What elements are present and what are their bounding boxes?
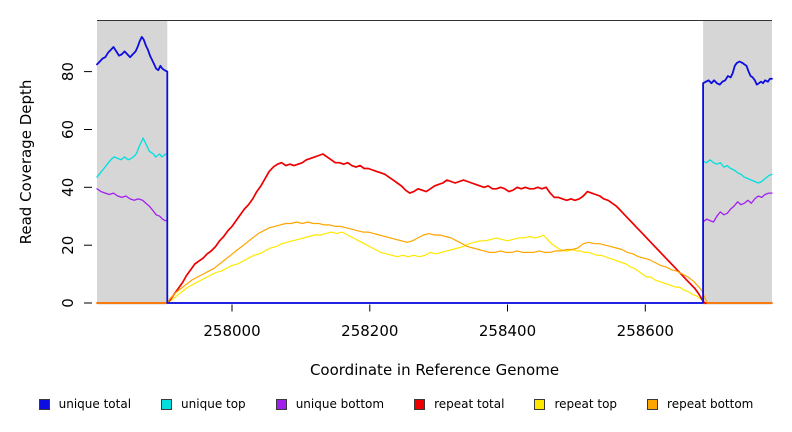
legend-label: repeat total [434,397,505,411]
y-tick-label: 0 [59,298,77,308]
series-repeat-top-line [96,231,773,304]
y-axis-title: Read Coverage Depth [17,79,35,245]
series-repeat-total-line [96,153,773,304]
y-tick-label: 20 [59,236,77,255]
x-tick-label: 258600 [617,322,674,340]
legend-label: unique total [58,397,132,411]
y-tick-label: 80 [59,62,77,81]
x-tick-label: 258400 [479,322,536,340]
coverage-plot: 258000 258200 258400 258600 0 20 40 60 80 [59,20,773,340]
legend-swatch-icon [534,398,546,410]
x-tick-label: 258200 [341,322,398,340]
legend-label: repeat bottom [667,397,754,411]
legend: unique total unique top unique bottom repea… [0,397,792,411]
legend-swatch-icon [275,398,287,410]
legend-swatch-icon [414,398,426,410]
legend-swatch-icon [38,398,50,410]
legend-label: unique top [181,397,246,411]
series-unique-top-line [96,137,773,304]
legend-label: unique bottom [295,397,385,411]
legend-swatch-icon [161,398,173,410]
masked-region [97,21,168,305]
legend-item-unique-total: unique total [38,397,132,411]
legend-item-unique-bottom: unique bottom [275,397,385,411]
series-unique-total-line [96,36,773,304]
legend-item-repeat-bottom: repeat bottom [647,397,753,411]
legend-swatch-icon [647,398,659,410]
x-tick-label: 258000 [203,322,260,340]
legend-item-repeat-total: repeat total [414,397,504,411]
legend-item-unique-top: unique top [161,397,246,411]
legend-item-repeat-top: repeat top [534,397,617,411]
x-axis-title: Coordinate in Reference Genome [309,361,560,379]
y-tick-label: 40 [59,178,77,197]
legend-label: repeat top [554,397,618,411]
y-tick-label: 60 [59,120,77,139]
series-repeat-bottom-line [96,221,773,304]
